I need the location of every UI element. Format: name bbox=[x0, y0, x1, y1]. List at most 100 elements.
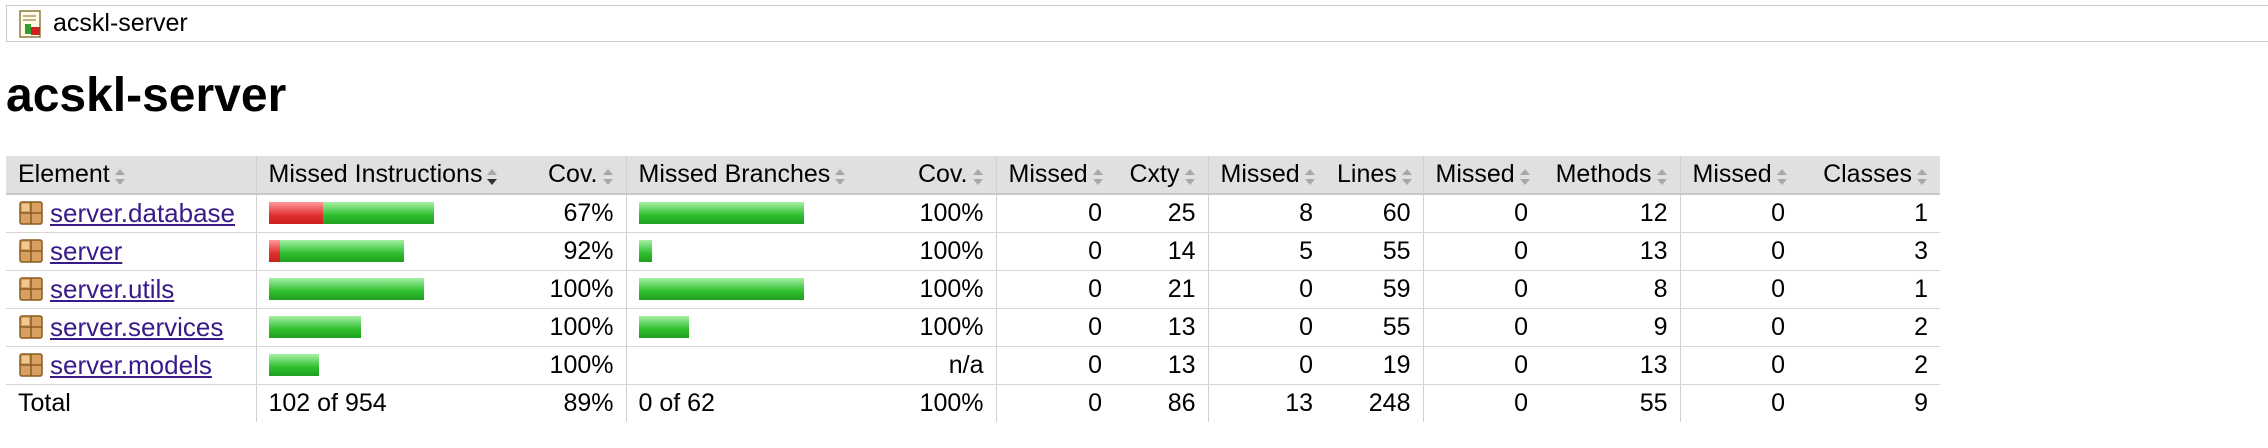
cxty: 21 bbox=[1114, 270, 1208, 309]
sort-icon[interactable] bbox=[114, 165, 126, 186]
missed-branches-bar bbox=[625, 346, 894, 385]
covered-bar bbox=[638, 278, 804, 300]
element-cell: server.services bbox=[6, 308, 256, 347]
total-missed-methods: 0 bbox=[1422, 383, 1540, 422]
header-element[interactable]: Element bbox=[6, 156, 256, 195]
branches-coverage: n/a bbox=[894, 346, 996, 385]
missed-bar bbox=[268, 202, 323, 225]
package-link[interactable]: server.database bbox=[50, 197, 236, 228]
cxty: 25 bbox=[1114, 194, 1208, 233]
package-link[interactable]: server bbox=[50, 235, 123, 266]
table-row: server.models 100% n/a 0 13 0 19 0 13 0 2 bbox=[6, 346, 1940, 385]
header-classes[interactable]: Classes bbox=[1797, 156, 1940, 195]
methods: 13 bbox=[1540, 232, 1680, 271]
instructions-coverage: 100% bbox=[524, 270, 626, 309]
missed-cxty: 0 bbox=[995, 308, 1114, 347]
package-icon bbox=[18, 276, 44, 302]
missed-branches-bar bbox=[625, 232, 894, 271]
package-icon bbox=[18, 352, 44, 378]
branches-coverage: 100% bbox=[894, 308, 996, 347]
instructions-coverage: 100% bbox=[524, 308, 626, 347]
header-missed-instructions[interactable]: Missed Instructions bbox=[255, 156, 524, 195]
missed-classes: 0 bbox=[1679, 346, 1797, 385]
package-link[interactable]: server.utils bbox=[50, 273, 175, 304]
covered-bar bbox=[638, 202, 804, 225]
header-missed-branches[interactable]: Missed Branches bbox=[625, 156, 894, 195]
header-cxty[interactable]: Cxty bbox=[1114, 156, 1208, 195]
header-missed-lines[interactable]: Missed bbox=[1207, 156, 1325, 195]
package-link[interactable]: server.services bbox=[50, 311, 224, 342]
branches-coverage: 100% bbox=[894, 270, 996, 309]
missed-methods: 0 bbox=[1422, 232, 1540, 271]
sort-icon[interactable] bbox=[1184, 165, 1196, 186]
sort-icon[interactable] bbox=[1916, 165, 1928, 186]
missed-bar bbox=[268, 240, 280, 262]
methods: 12 bbox=[1540, 194, 1680, 233]
missed-branches-bar bbox=[625, 308, 894, 347]
missed-methods: 0 bbox=[1422, 346, 1540, 385]
covered-bar bbox=[268, 278, 424, 300]
total-missed-lines: 13 bbox=[1207, 383, 1325, 422]
missed-classes: 0 bbox=[1679, 308, 1797, 347]
total-branches-coverage: 100% bbox=[894, 383, 996, 422]
classes: 2 bbox=[1797, 308, 1940, 347]
cxty: 14 bbox=[1114, 232, 1208, 271]
sort-icon[interactable] bbox=[1519, 165, 1531, 186]
total-lines: 248 bbox=[1325, 383, 1423, 422]
covered-bar bbox=[268, 316, 361, 338]
sort-icon[interactable] bbox=[972, 165, 984, 186]
breadcrumb-label[interactable]: acskl-server bbox=[53, 9, 188, 37]
missed-classes: 0 bbox=[1679, 232, 1797, 271]
sort-icon[interactable] bbox=[602, 165, 614, 186]
report-icon bbox=[19, 9, 41, 38]
sort-icon[interactable] bbox=[1092, 165, 1104, 186]
sort-icon[interactable] bbox=[834, 165, 846, 186]
lines: 60 bbox=[1325, 194, 1423, 233]
missed-lines: 0 bbox=[1207, 308, 1325, 347]
sort-icon[interactable] bbox=[1401, 165, 1413, 186]
branches-coverage: 100% bbox=[894, 232, 996, 271]
instructions-coverage: 100% bbox=[524, 346, 626, 385]
header-instructions-coverage[interactable]: Cov. bbox=[524, 156, 626, 195]
missed-instructions-bar bbox=[255, 232, 524, 271]
package-link[interactable]: server.models bbox=[50, 349, 212, 380]
missed-cxty: 0 bbox=[995, 232, 1114, 271]
missed-lines: 8 bbox=[1207, 194, 1325, 233]
sort-icon[interactable] bbox=[1304, 165, 1316, 186]
lines: 55 bbox=[1325, 232, 1423, 271]
sort-icon[interactable] bbox=[1656, 165, 1668, 186]
total-missed-classes: 0 bbox=[1679, 383, 1797, 422]
total-classes: 9 bbox=[1797, 383, 1940, 422]
header-missed-methods[interactable]: Missed bbox=[1422, 156, 1540, 195]
header-lines[interactable]: Lines bbox=[1325, 156, 1423, 195]
header-branches-coverage[interactable]: Cov. bbox=[894, 156, 996, 195]
classes: 2 bbox=[1797, 346, 1940, 385]
instructions-coverage: 67% bbox=[524, 194, 626, 233]
missed-cxty: 0 bbox=[995, 270, 1114, 309]
table-row: server 92% 100% 0 14 5 55 0 13 0 3 bbox=[6, 232, 1940, 271]
total-cxty: 86 bbox=[1114, 383, 1208, 422]
instructions-coverage: 92% bbox=[524, 232, 626, 271]
missed-instructions-bar bbox=[255, 308, 524, 347]
table-row: server.services 100% 100% 0 13 0 55 0 9 0 2 bbox=[6, 308, 1940, 347]
header-missed-cxty[interactable]: Missed bbox=[995, 156, 1114, 195]
missed-cxty: 0 bbox=[995, 194, 1114, 233]
sort-descending-icon[interactable] bbox=[486, 165, 498, 186]
covered-bar bbox=[268, 354, 319, 376]
covered-bar bbox=[638, 316, 689, 338]
header-missed-classes[interactable]: Missed bbox=[1679, 156, 1797, 195]
missed-methods: 0 bbox=[1422, 270, 1540, 309]
missed-classes: 0 bbox=[1679, 270, 1797, 309]
missed-methods: 0 bbox=[1422, 308, 1540, 347]
package-icon bbox=[18, 238, 44, 264]
methods: 9 bbox=[1540, 308, 1680, 347]
header-methods[interactable]: Methods bbox=[1540, 156, 1680, 195]
element-cell: server.utils bbox=[6, 270, 256, 309]
table-header-row: Element Missed Instructions Cov. Missed … bbox=[6, 156, 1940, 195]
classes: 3 bbox=[1797, 232, 1940, 271]
package-icon bbox=[18, 200, 44, 226]
package-icon bbox=[18, 314, 44, 340]
coverage-table: Element Missed Instructions Cov. Missed … bbox=[6, 156, 1940, 422]
classes: 1 bbox=[1797, 194, 1940, 233]
sort-icon[interactable] bbox=[1776, 165, 1788, 186]
